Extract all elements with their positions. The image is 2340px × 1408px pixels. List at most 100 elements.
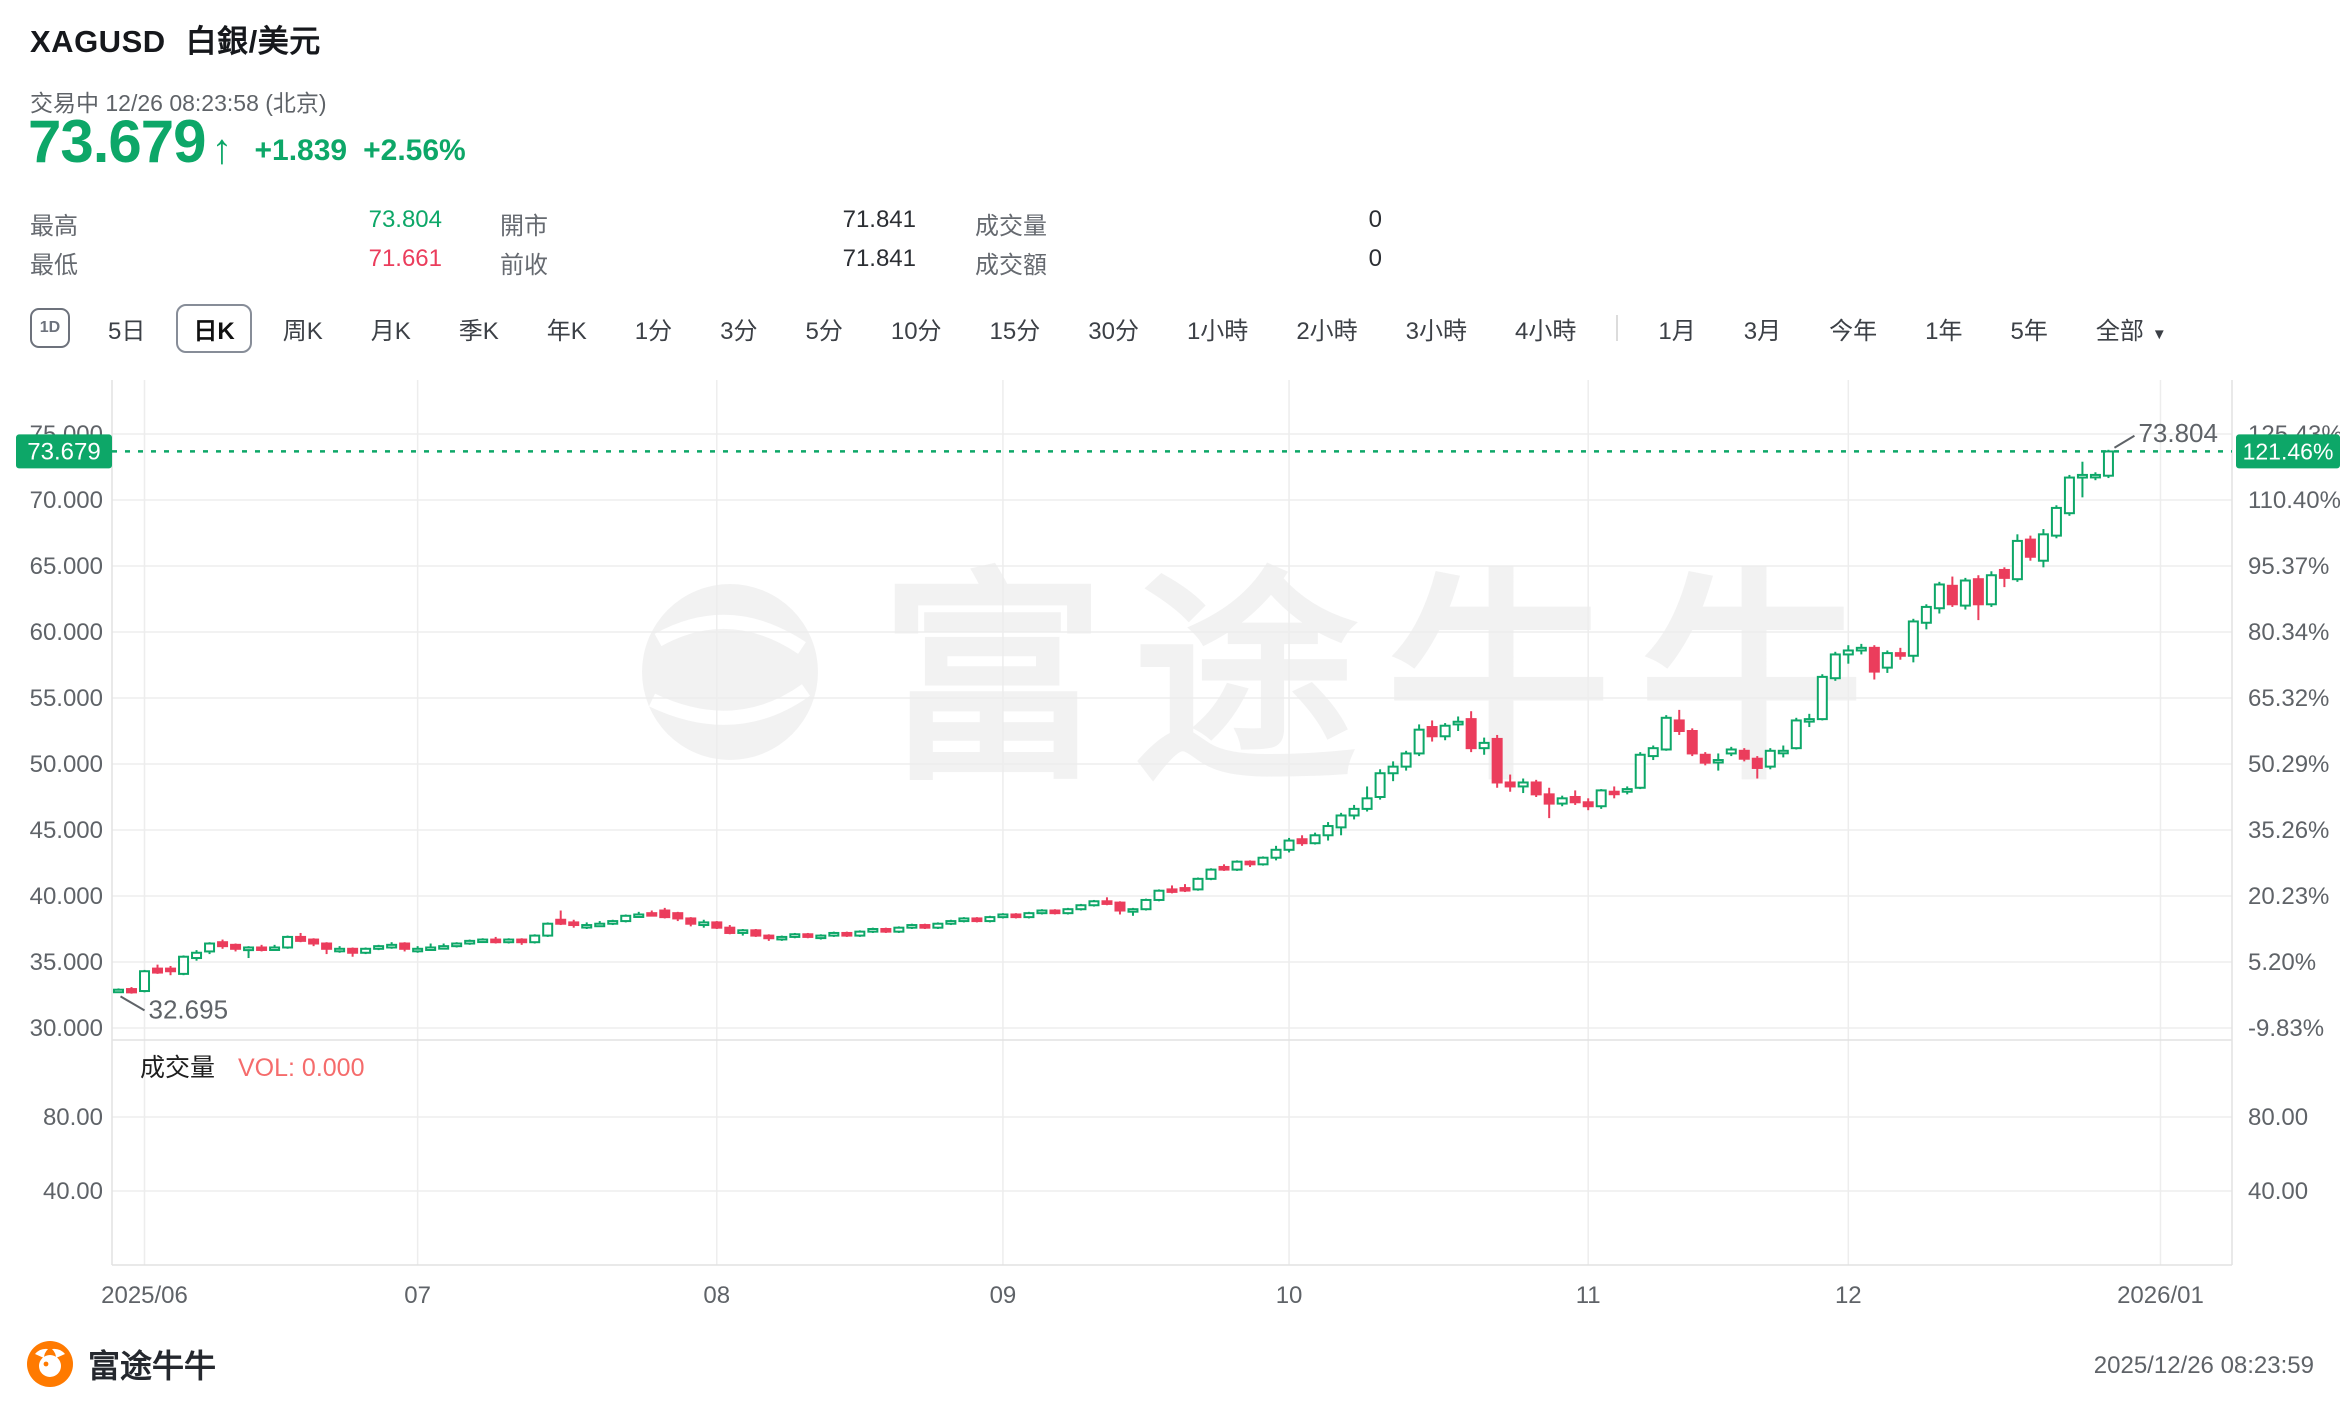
quote-stats: 最高 73.804 最低 71.661 開市 71.841 前收 71.841 … [30,206,1382,282]
timeframe-tab[interactable]: 1月 [1658,317,1696,345]
grid-lines [112,380,2232,1265]
price-change-pct: +2.56% [363,134,466,167]
page-title: XAGUSD 白銀/美元 [30,16,321,61]
volume-label: 成交量 [975,213,1047,240]
timeframe-tab[interactable]: 4小時 [1515,317,1577,345]
svg-text:50.29%: 50.29% [2248,751,2329,778]
futu-bull-logo-icon [27,1341,73,1387]
turnover-value: 0 [1368,245,1382,272]
trading-status: 交易中 12/26 08:23:58 (北京) [30,90,327,116]
timeframe-tab[interactable]: 今年 [1829,317,1878,345]
svg-text:55.000: 55.000 [30,685,103,712]
svg-text:30.000: 30.000 [30,1015,103,1042]
chevron-down-icon: ▼ [2151,325,2167,343]
high-value: 73.804 [368,206,442,233]
svg-text:5.20%: 5.20% [2248,949,2316,976]
svg-text:70.000: 70.000 [30,487,103,514]
svg-text:10: 10 [1276,1282,1303,1309]
timeframe-tab[interactable]: 30分 [1088,317,1139,345]
svg-text:73.679: 73.679 [27,438,100,465]
svg-text:121.46%: 121.46% [2243,438,2334,464]
last-price: 73.679 [28,108,207,175]
svg-text:2026/01: 2026/01 [2117,1282,2204,1309]
high-annotation: 73.804 [2113,418,2218,449]
timeframe-tab[interactable]: 1年 [1925,317,1963,345]
low-value: 71.661 [368,245,442,272]
percent-axis-labels: 125.43%110.40%95.37%80.34%65.32%50.29%35… [2248,421,2340,1042]
svg-text:32.695: 32.695 [149,994,229,1024]
open-value: 71.841 [842,206,916,233]
timeframe-tab[interactable]: 5分 [805,317,843,345]
svg-text:80.00: 80.00 [43,1104,103,1131]
low-annotation: 32.695 [119,994,229,1024]
svg-text:20.23%: 20.23% [2248,883,2329,910]
svg-text:富途牛牛: 富途牛牛 [880,554,1892,806]
svg-text:08: 08 [703,1282,730,1309]
prev-close-label: 前收 [500,252,548,279]
svg-text:35.000: 35.000 [30,949,103,976]
timeframe-tab[interactable]: 1分 [634,317,673,345]
svg-text:110.40%: 110.40% [2248,487,2340,514]
up-arrow-icon: ↑ [211,125,233,172]
timeframe-tab[interactable]: 2小時 [1296,317,1358,345]
timeframe-tab[interactable]: 3小時 [1405,317,1468,345]
timeframe-tab[interactable]: 15分 [989,317,1041,345]
current-price-badge: 73.679 [16,434,112,469]
svg-text:2025/06: 2025/06 [101,1282,188,1309]
timeframe-toolbar: 1D 5日 日K 周K 月K 季K 年K 1分 3分 5分 10分 15分 30分 1小時 2小時 3小時 4… [24,303,2191,353]
svg-text:80.34%: 80.34% [2248,619,2329,646]
volume-value: 0 [1368,206,1382,233]
brand-footer: 富途牛牛 [26,1340,216,1388]
timeframe-tab[interactable]: 年K [546,317,587,345]
timeframe-tab[interactable]: 3分 [720,317,758,345]
timeframe-tab[interactable]: 5日 [108,317,146,345]
svg-text:65.32%: 65.32% [2248,685,2329,712]
svg-text:VOL: 0.000: VOL: 0.000 [238,1054,364,1082]
price-axis-labels: 75.00070.00065.00060.00055.00050.00045.0… [30,421,103,1042]
turnover-label: 成交額 [975,252,1047,279]
plot-borders [111,380,2233,1266]
high-label: 最高 [30,213,78,240]
timeframe-tab[interactable]: 季K [458,317,499,345]
svg-text:45.000: 45.000 [30,817,103,844]
svg-text:60.000: 60.000 [30,619,103,646]
svg-text:95.37%: 95.37% [2248,553,2329,580]
svg-text:80.00: 80.00 [2248,1104,2308,1131]
price-row: 73.679 ↑ +1.839 +2.56% [28,112,466,172]
timeframe-tab[interactable]: 3月 [1743,317,1782,345]
svg-text:09: 09 [990,1282,1017,1309]
timeframe-tab[interactable]: 全部 ▼ [2095,317,2167,345]
svg-text:40.00: 40.00 [43,1178,103,1205]
timeframe-tab[interactable]: 周K [282,317,323,345]
brand-name: 富途牛牛 [88,1348,217,1384]
timeframe-tab[interactable]: 1小時 [1186,317,1249,345]
svg-text:11: 11 [1576,1282,1601,1309]
svg-text:40.00: 40.00 [2248,1178,2308,1205]
svg-text:35.26%: 35.26% [2248,817,2329,844]
svg-text:40.000: 40.000 [30,883,103,910]
candles-layer [113,449,2114,994]
current-pct-badge: 121.46% [2236,434,2340,469]
price-change: +1.839 [254,134,348,167]
timeframe-tab[interactable]: 日K [176,303,252,353]
svg-text:成交量: 成交量 [140,1054,215,1082]
timeframe-tab[interactable]: 5年 [2010,317,2048,345]
svg-text:12: 12 [1835,1282,1862,1309]
toolbar-divider [1616,315,1619,341]
volume-axis-labels: 80.00 80.00 40.00 40.00 [43,1104,2308,1205]
symbol-code: XAGUSD [30,24,166,59]
watermark: 富途牛牛 [642,554,1892,806]
prev-close-value: 71.841 [842,245,916,272]
timeframe-tab[interactable]: 月K [370,317,411,345]
low-label: 最低 [30,252,78,279]
timeframe-tab[interactable]: 10分 [890,317,942,345]
svg-text:50.000: 50.000 [30,751,103,778]
open-label: 開市 [500,213,548,240]
symbol-name: 白銀/美元 [185,24,321,59]
svg-text:65.000: 65.000 [30,553,103,580]
svg-text:07: 07 [404,1282,431,1309]
footer-timestamp: 2025/12/26 08:23:59 [2093,1352,2314,1379]
chart-style-icon[interactable]: 1D [30,308,70,348]
date-axis-labels: 2025/06 07 08 09 10 11 12 2026/01 [101,1282,2204,1309]
